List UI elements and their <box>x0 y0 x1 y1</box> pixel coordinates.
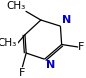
Text: CH₃: CH₃ <box>0 38 17 48</box>
Text: F: F <box>78 42 85 52</box>
Text: CH₃: CH₃ <box>6 1 26 11</box>
Text: N: N <box>46 60 56 70</box>
Text: N: N <box>62 15 72 25</box>
Text: F: F <box>19 68 26 78</box>
